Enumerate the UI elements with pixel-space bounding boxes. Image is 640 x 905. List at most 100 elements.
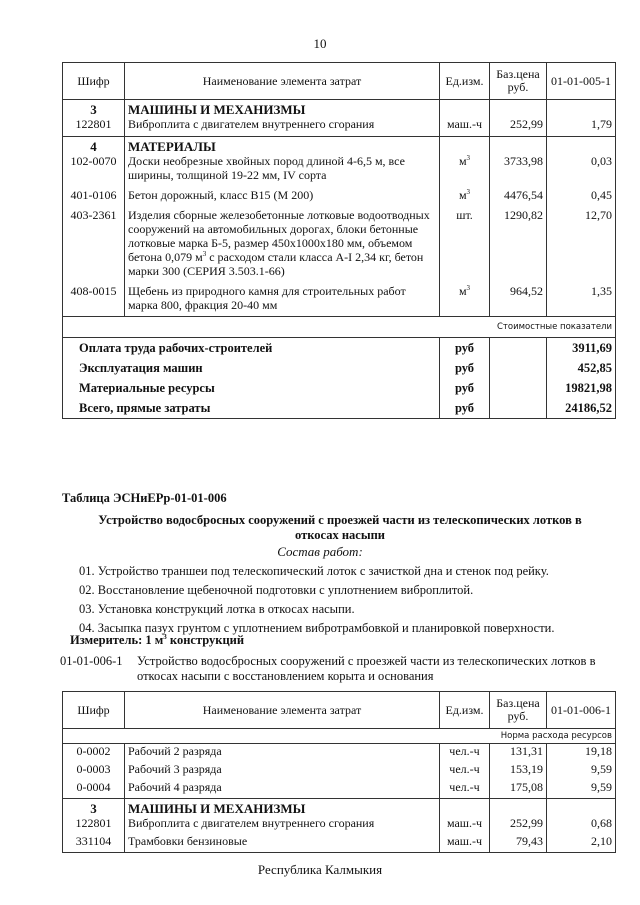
header-unit: Ед.изм. bbox=[439, 62, 490, 100]
row-code: 122801 bbox=[62, 117, 125, 131]
empty bbox=[489, 337, 547, 358]
row-unit: маш.-ч bbox=[439, 117, 490, 131]
section-row: 3 МАШИНЫ И МЕХАНИЗМЫ bbox=[62, 798, 616, 816]
row-name: Рабочий 3 разряда bbox=[124, 762, 440, 776]
row-value: 1,79 bbox=[591, 117, 612, 131]
total-name: Оплата труда рабочих-строителей bbox=[62, 337, 440, 358]
row-code: 403-2361 bbox=[62, 208, 125, 278]
table-row: 122801 Виброплита с двигателем внутреннег… bbox=[62, 117, 616, 131]
row-name: Рабочий 2 разряда bbox=[124, 743, 440, 758]
header-code: Шифр bbox=[62, 691, 125, 729]
works-label: Состав работ: bbox=[277, 544, 363, 559]
table-row: 102-0070 Доски необрезные хвойных пород д… bbox=[62, 154, 616, 182]
norm-label-row: Норма расхода ресурсов bbox=[62, 728, 616, 744]
table-header: Шифр Наименование элемента затрат Ед.изм. Б… bbox=[62, 62, 616, 100]
total-row: Материальные ресурсы руб 19821,98 bbox=[62, 378, 616, 398]
empty bbox=[439, 798, 490, 816]
row-value: 2,10 bbox=[591, 834, 612, 848]
row-price: 79,43 bbox=[489, 834, 547, 848]
row-unit: м3 bbox=[439, 188, 490, 202]
header-norm-code: 01-01-005-1 bbox=[546, 62, 616, 100]
row-unit: м3 bbox=[439, 154, 490, 182]
total-unit: руб bbox=[439, 378, 490, 398]
empty bbox=[489, 136, 547, 154]
total-unit: руб bbox=[439, 337, 490, 358]
row-unit: чел.-ч bbox=[439, 743, 490, 758]
empty bbox=[439, 136, 490, 154]
section-title: МАШИНЫ И МЕХАНИЗМЫ bbox=[124, 798, 440, 816]
row-code: 0-0002 bbox=[62, 743, 125, 758]
total-row: Эксплуатация машин руб 452,85 bbox=[62, 358, 616, 378]
row-unit: маш.-ч bbox=[439, 816, 490, 830]
row-name: Виброплита с двигателем внутреннего сгор… bbox=[124, 816, 440, 830]
work-item: 04. Засыпка пазух грунтом с уплотнением … bbox=[79, 621, 555, 635]
row-code: 408-0015 bbox=[62, 284, 125, 312]
row-unit: м3 bbox=[439, 284, 490, 312]
row-value: 0,68 bbox=[591, 816, 612, 830]
row-price: 3733,98 bbox=[489, 154, 547, 182]
row-code: 401-0106 bbox=[62, 188, 125, 202]
header-name: Наименование элемента затрат bbox=[124, 62, 440, 100]
measure: Измеритель: 1 м3 конструкций bbox=[70, 632, 245, 647]
table-row: 331104 Трамбовки бензиновые маш.-ч 79,43 2,1… bbox=[62, 834, 616, 848]
row-code: 331104 bbox=[62, 834, 125, 848]
row-price: 252,99 bbox=[489, 117, 547, 131]
row-unit: чел.-ч bbox=[439, 780, 490, 794]
total-name: Всего, прямые затраты bbox=[62, 398, 440, 419]
row-price: 964,52 bbox=[489, 284, 547, 312]
table-row: 122801 Виброплита с двигателем внутреннег… bbox=[62, 816, 616, 830]
resource-table-006: Шифр Наименование элемента затрат Ед.изм. Б… bbox=[62, 691, 616, 853]
total-name: Материальные ресурсы bbox=[62, 378, 440, 398]
section-number: 3 bbox=[62, 99, 125, 117]
table-row: 0-0002 Рабочий 2 разряда чел.-ч 131,31 19,18 bbox=[62, 743, 616, 758]
total-row: Оплата труда рабочих-строителей руб 3911,6… bbox=[62, 337, 616, 358]
header-name: Наименование элемента затрат bbox=[124, 691, 440, 729]
total-value: 3911,69 bbox=[572, 341, 612, 355]
header-unit: Ед.изм. bbox=[439, 691, 490, 729]
empty bbox=[489, 398, 547, 419]
table-row: 0-0004 Рабочий 4 разряда чел.-ч 175,08 9,59 bbox=[62, 780, 616, 794]
row-code: 0-0004 bbox=[62, 780, 125, 794]
row-value: 19,18 bbox=[585, 744, 612, 758]
table-row: 401-0106 Бетон дорожный, класс В15 (М 200… bbox=[62, 188, 616, 202]
cost-label: Стоимостные показатели bbox=[62, 316, 616, 338]
row-value: 0,03 bbox=[591, 154, 612, 168]
item-name: Устройство водосбросных сооружений с про… bbox=[137, 654, 596, 683]
row-name: Трамбовки бензиновые bbox=[124, 834, 440, 848]
section-title: МАТЕРИАЛЫ bbox=[124, 136, 440, 154]
page-number: 10 bbox=[313, 36, 327, 51]
table-row: 0-0003 Рабочий 3 разряда чел.-ч 153,19 9,59 bbox=[62, 762, 616, 776]
row-value: 9,59 bbox=[591, 762, 612, 776]
total-row: Всего, прямые затраты руб 24186,52 bbox=[62, 398, 616, 419]
norm-label: Норма расхода ресурсов bbox=[62, 728, 616, 744]
work-item: 03. Установка конструкций лотка в откоса… bbox=[79, 602, 355, 616]
empty bbox=[489, 358, 547, 378]
section-number: 4 bbox=[62, 136, 125, 154]
works-list: 01. Устройство траншеи под телескопическ… bbox=[79, 562, 554, 638]
empty bbox=[439, 99, 490, 117]
table-header: Шифр Наименование элемента затрат Ед.изм. Б… bbox=[62, 691, 616, 729]
row-name: Доски необрезные хвойных пород длиной 4-… bbox=[124, 154, 440, 182]
row-value: 0,45 bbox=[591, 188, 612, 202]
row-value: 1,35 bbox=[591, 284, 612, 298]
header-code: Шифр bbox=[62, 62, 125, 100]
row-value: 9,59 bbox=[591, 780, 612, 794]
total-unit: руб bbox=[439, 398, 490, 419]
row-price: 153,19 bbox=[489, 762, 547, 776]
row-name: Изделия сборные железобетонные лотковые … bbox=[124, 208, 440, 278]
empty bbox=[546, 136, 616, 154]
work-item: 02. Восстановление щебеночной подготовки… bbox=[79, 583, 474, 597]
total-unit: руб bbox=[439, 358, 490, 378]
header-price: Баз.цена руб. bbox=[489, 691, 547, 729]
row-name: Виброплита с двигателем внутреннего сгор… bbox=[124, 117, 440, 131]
table-id: Таблица ЭСНиЕРр-01-01-006 bbox=[62, 491, 227, 505]
cost-table-005: Шифр Наименование элемента затрат Ед.изм. Б… bbox=[62, 62, 616, 419]
empty bbox=[489, 99, 547, 117]
section-row: 4 МАТЕРИАЛЫ bbox=[62, 136, 616, 154]
total-value: 24186,52 bbox=[565, 401, 612, 415]
row-unit: шт. bbox=[439, 208, 490, 278]
section-title: МАШИНЫ И МЕХАНИЗМЫ bbox=[124, 99, 440, 117]
row-price: 131,31 bbox=[489, 743, 547, 758]
row-name: Бетон дорожный, класс В15 (М 200) bbox=[124, 188, 440, 202]
row-code: 0-0003 bbox=[62, 762, 125, 776]
